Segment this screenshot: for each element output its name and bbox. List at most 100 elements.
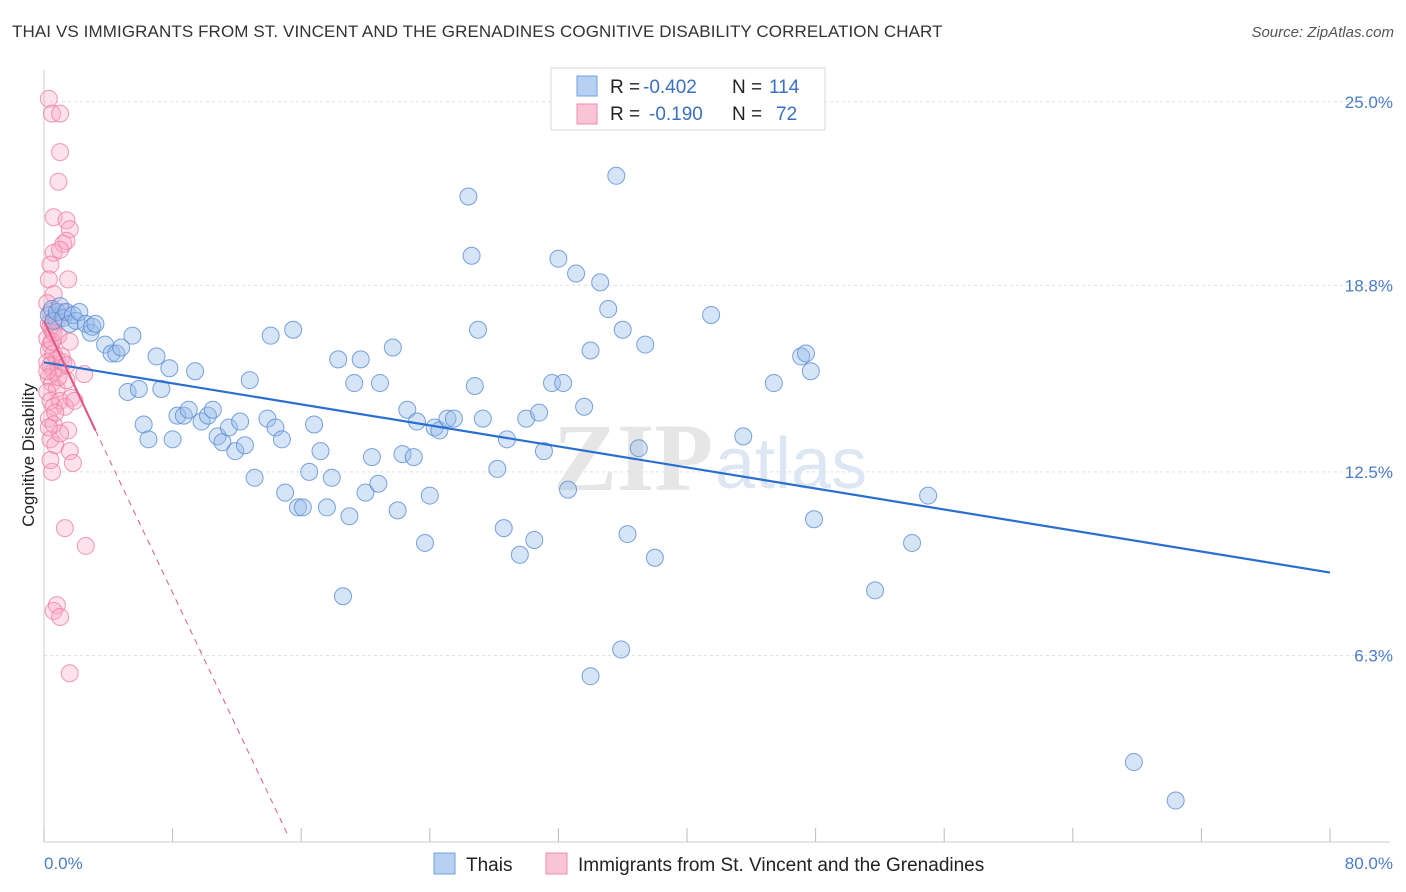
svg-point xyxy=(51,391,70,410)
thai-point xyxy=(129,379,148,398)
x-tick-label: 80.0% xyxy=(1345,854,1393,873)
svg-point xyxy=(60,442,79,461)
axes xyxy=(43,70,1390,843)
legend-thai-swatch xyxy=(576,75,598,97)
svg-point xyxy=(51,143,70,162)
thai-trend-line xyxy=(43,361,1331,574)
thai-point xyxy=(866,581,885,600)
legend-svg-r-value: -0.190 xyxy=(649,104,703,125)
y-tick-label: 12.5% xyxy=(1345,463,1393,482)
thai-point xyxy=(203,400,222,419)
thai-point xyxy=(70,302,89,321)
svg-point xyxy=(57,231,76,250)
thai-point xyxy=(465,377,484,396)
correlation-legend: R = -0.402 N = 114 R = -0.190 N = 72 xyxy=(550,67,826,131)
bottom-legend-svg-label: Immigrants from St. Vincent and the Gren… xyxy=(578,855,984,876)
y-tick-label: 25.0% xyxy=(1345,93,1393,112)
thai-point xyxy=(272,430,291,449)
thai-point xyxy=(147,347,166,366)
thai-point xyxy=(213,433,232,452)
svg-point xyxy=(55,519,74,538)
legend-svg-n-value: 72 xyxy=(776,104,797,125)
thai-point xyxy=(575,397,594,416)
legend-thai-r-label: R = xyxy=(610,77,640,98)
svg-point xyxy=(39,89,58,108)
thai-point xyxy=(168,406,187,425)
thai-point xyxy=(102,344,121,363)
thai-point xyxy=(276,483,295,502)
thai-point xyxy=(567,264,586,283)
chart-title: THAI VS IMMIGRANTS FROM ST. VINCENT AND … xyxy=(12,22,943,41)
svg-point xyxy=(41,255,60,274)
trend-lines xyxy=(43,320,1331,837)
watermark: ZIP atlas xyxy=(553,404,867,511)
thai-point xyxy=(473,409,492,428)
legend-thai-r-value: -0.402 xyxy=(643,77,697,98)
svg-point xyxy=(55,397,74,416)
thai-point xyxy=(81,323,100,342)
thai-point xyxy=(903,533,922,552)
thai-point xyxy=(438,409,457,428)
thai-point xyxy=(599,300,618,319)
thai-point xyxy=(179,400,198,419)
thai-point xyxy=(107,344,126,363)
svg-point xyxy=(41,451,60,470)
svg-point xyxy=(76,536,95,555)
thai-point xyxy=(83,317,102,336)
thai-point xyxy=(288,498,307,517)
thai-point xyxy=(618,525,637,544)
svg-point xyxy=(60,220,79,239)
thai-point xyxy=(398,400,417,419)
thai-point xyxy=(525,530,544,549)
thai-point xyxy=(370,374,389,393)
thai-point xyxy=(488,459,507,478)
thai-point xyxy=(266,418,285,437)
svg-point xyxy=(51,104,70,123)
thai-point xyxy=(139,430,158,449)
svg-point xyxy=(49,172,68,191)
thai-point xyxy=(494,519,513,538)
series-thai-points xyxy=(39,166,1185,810)
source-label: Source: ZipAtlas.com xyxy=(1251,24,1394,41)
thai-point xyxy=(300,462,319,481)
y-tick-label: 6.3% xyxy=(1354,646,1393,665)
y-tick-labels: 6.3% 12.5% 18.8% 25.0% xyxy=(1345,93,1393,666)
svg-point xyxy=(51,240,70,259)
thai-point xyxy=(530,403,549,422)
thai-point xyxy=(393,445,412,464)
thai-point xyxy=(198,406,217,425)
thai-point xyxy=(86,314,105,333)
thai-point xyxy=(534,442,553,461)
thai-point xyxy=(792,347,811,366)
thai-point xyxy=(226,442,245,461)
watermark-atlas: atlas xyxy=(715,424,867,504)
svg-point xyxy=(59,270,78,289)
thai-point xyxy=(245,468,264,487)
series-legend: Thais Immigrants from St. Vincent and th… xyxy=(433,852,984,876)
thai-point xyxy=(629,439,648,458)
thai-point xyxy=(362,448,381,467)
thai-point xyxy=(345,374,364,393)
thai-point xyxy=(317,498,336,517)
thai-point xyxy=(118,382,137,401)
thai-point xyxy=(764,374,783,393)
thai-point xyxy=(163,430,182,449)
thai-point xyxy=(1124,753,1143,772)
thai-point xyxy=(311,442,330,461)
thai-point xyxy=(702,305,721,324)
x-tick-label: 0.0% xyxy=(44,854,83,873)
thai-point xyxy=(305,415,324,434)
legend-thai-n-value: 114 xyxy=(769,77,800,98)
thai-point xyxy=(510,545,529,564)
thai-point xyxy=(351,350,370,369)
thai-point xyxy=(581,667,600,686)
thai-point xyxy=(284,320,303,339)
legend-svg-swatch xyxy=(576,103,598,125)
thai-point xyxy=(734,427,753,446)
thai-point xyxy=(240,371,259,390)
thai-point xyxy=(231,412,250,431)
legend-svg-n-label: N = xyxy=(732,104,762,125)
svg-trend-extension xyxy=(94,430,289,837)
thai-point xyxy=(134,415,153,434)
